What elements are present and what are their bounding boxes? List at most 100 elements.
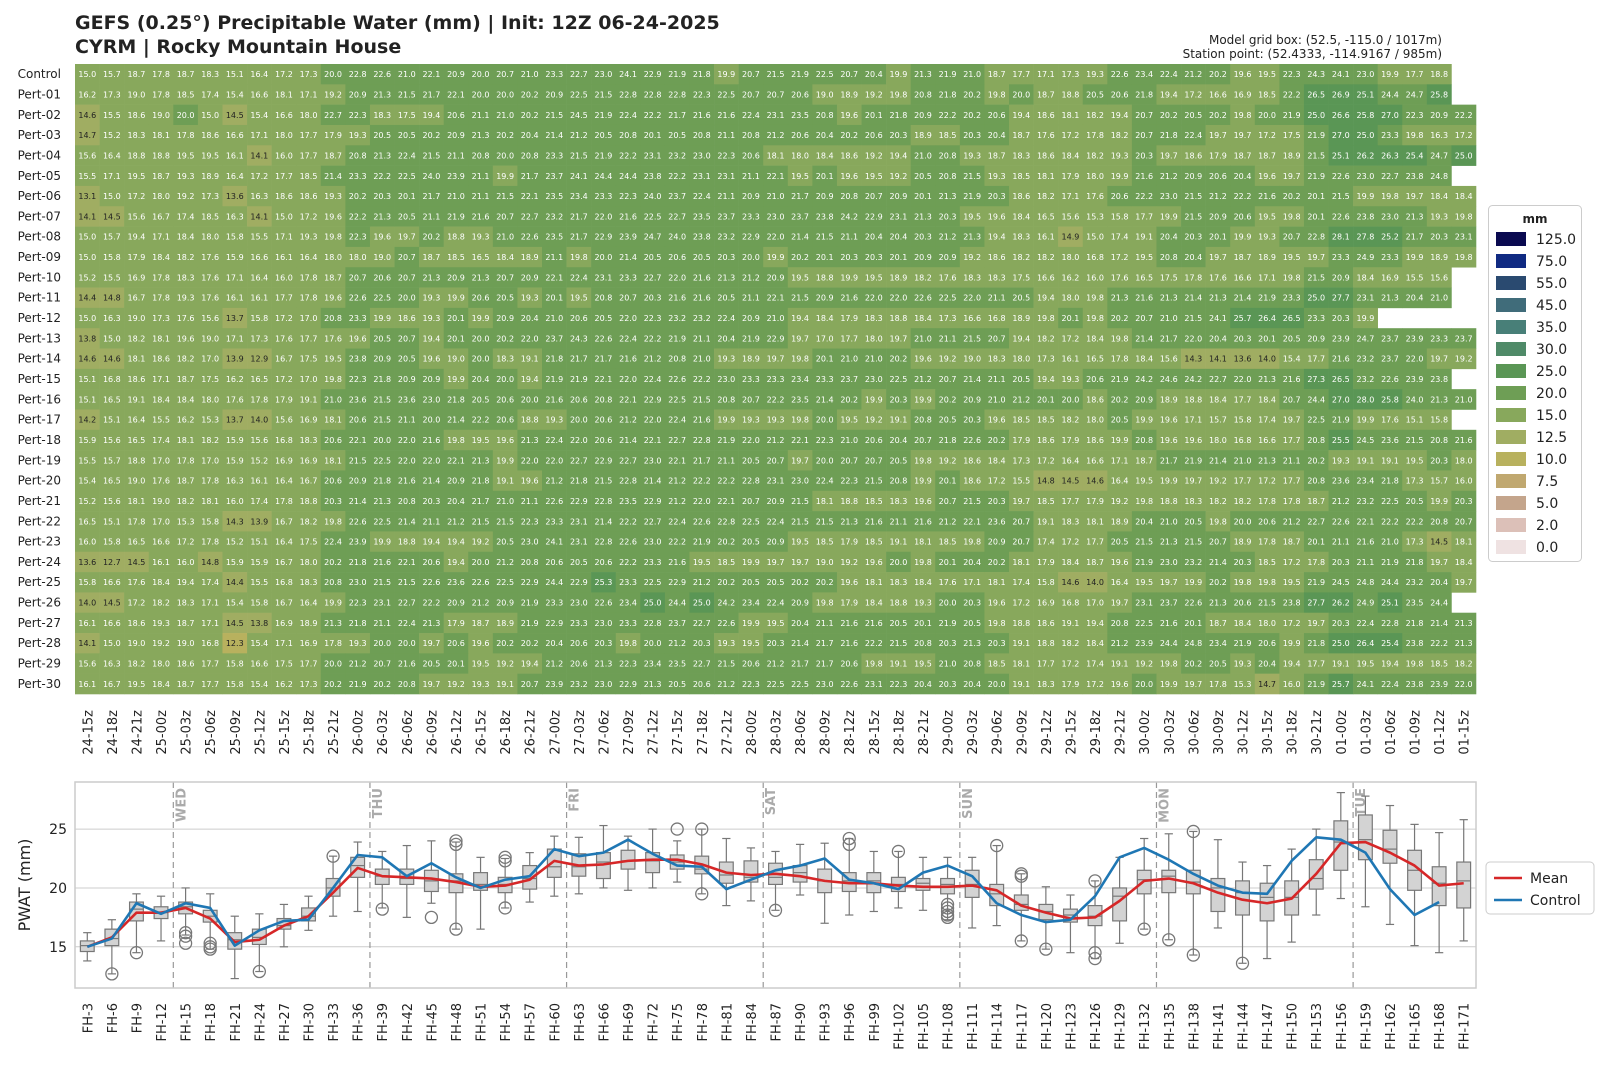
heatmap-cell xyxy=(1451,145,1477,166)
heatmap-cell-value: 18.7 xyxy=(1135,456,1153,465)
heatmap-cell xyxy=(394,64,420,85)
heatmap-cell-value: 21.5 xyxy=(595,477,613,486)
heatmap-cell-value: 20.5 xyxy=(644,253,662,262)
heatmap-cell-value: 17.6 xyxy=(201,294,219,303)
heatmap-cell xyxy=(1377,185,1403,207)
heatmap-cell-value: 20.2 xyxy=(717,578,735,587)
heatmap-cell-value: 18.7 xyxy=(177,619,195,628)
heatmap-cell-value: 23.3 xyxy=(349,314,367,323)
heatmap-cell-value: 16.1 xyxy=(250,477,268,486)
heatmap-cell-value: 23.8 xyxy=(1430,375,1448,384)
heatmap-cell-value: 19.0 xyxy=(152,497,170,506)
heatmap-cell-value: 19.4 xyxy=(1086,619,1104,628)
heatmap-cell-value: 18.9 xyxy=(742,355,760,364)
heatmap-cell-value: 21.0 xyxy=(447,192,465,201)
heatmap-cell xyxy=(886,124,911,146)
heatmap-cell-value: 17.6 xyxy=(177,314,195,323)
heatmap-cell-value: 23.6 xyxy=(988,517,1006,526)
heatmap-cell-value: 20.0 xyxy=(889,558,907,567)
heatmap-cell-value: 20.3 xyxy=(1430,456,1448,465)
heatmap-cell-value: 18.4 xyxy=(1086,334,1104,343)
heatmap-cell-value: 23.1 xyxy=(1356,294,1374,303)
heatmap-cell xyxy=(197,246,223,268)
heatmap-cell-value: 20.2 xyxy=(791,578,809,587)
heatmap-cell xyxy=(1131,145,1157,166)
heatmap-cell-value: 19.6 xyxy=(988,416,1006,425)
heatmap-cell-value: 16.7 xyxy=(128,294,146,303)
heatmap-cell-value: 22.7 xyxy=(324,111,342,120)
heatmap-cell-value: 15.5 xyxy=(1012,477,1030,486)
heatmap-cell-value: 19.9 xyxy=(1430,497,1448,506)
heatmap-cell-value: 18.6 xyxy=(963,456,981,465)
heatmap-cell xyxy=(861,64,887,85)
heatmap-cell-value: 19.3 xyxy=(349,131,367,140)
heatmap-cell-value: 20.6 xyxy=(865,436,883,445)
heatmap-cell-value: 20.5 xyxy=(472,395,490,404)
heatmap-cell-value: 19.4 xyxy=(1012,111,1030,120)
heatmap-cell-value: 27.0 xyxy=(1332,131,1350,140)
heatmap-cell-value: 16.6 xyxy=(103,619,121,628)
heatmap-cell-value: 23.0 xyxy=(521,538,539,547)
heatmap-cell-value: 20.0 xyxy=(1135,680,1153,689)
member-label: Pert-23 xyxy=(18,535,61,549)
heatmap-cell-value: 20.8 xyxy=(939,151,957,160)
heatmap-cell-value: 19.7 xyxy=(1012,497,1030,506)
time-label: 30-15z xyxy=(1261,710,1276,755)
heatmap-cell-value: 18.3 xyxy=(1037,680,1055,689)
heatmap-cell-value: 21.0 xyxy=(1160,314,1178,323)
heatmap-cell-value: 20.9 xyxy=(496,599,514,608)
heatmap-cell-value: 24.4 xyxy=(1160,639,1178,648)
heatmap-cell xyxy=(1328,246,1354,268)
heatmap-cell-value: 21.2 xyxy=(668,639,686,648)
heatmap-cell xyxy=(1377,64,1403,85)
heatmap-cell-value: 20.4 xyxy=(545,639,563,648)
heatmap-cell-value: 18.9 xyxy=(914,131,932,140)
heatmap-cell-value: 21.5 xyxy=(373,416,391,425)
heatmap-cell xyxy=(1279,246,1305,268)
heatmap-cell xyxy=(296,267,322,288)
heatmap-cell-value: 23.0 xyxy=(644,456,662,465)
heatmap-cell-value: 17.3 xyxy=(1012,456,1030,465)
member-label: Pert-13 xyxy=(18,331,61,345)
heatmap-cell-value: 20.0 xyxy=(324,660,342,669)
heatmap-cell-value: 20.0 xyxy=(939,599,957,608)
heatmap-cell-value: 21.3 xyxy=(717,273,735,282)
heatmap-cell-value: 16.9 xyxy=(300,456,318,465)
heatmap-cell-value: 19.0 xyxy=(963,355,981,364)
heatmap-cell-value: 18.4 xyxy=(152,680,170,689)
heatmap-cell-value: 19.3 xyxy=(988,172,1006,181)
heatmap-cell xyxy=(566,226,592,248)
heatmap-cell xyxy=(517,64,543,85)
heatmap-cell xyxy=(714,246,739,268)
colorbar-level: 15.0 xyxy=(1536,408,1567,424)
heatmap-cell-value: 25.4 xyxy=(1406,151,1424,160)
heatmap-cell-value: 20.9 xyxy=(1135,395,1153,404)
heatmap-cell-value: 19.7 xyxy=(1455,578,1473,587)
time-label: 26-12z xyxy=(450,710,465,755)
heatmap-cell-value: 28.0 xyxy=(1356,395,1374,404)
heatmap-cell xyxy=(394,84,420,105)
heatmap-cell-value: 24.4 xyxy=(619,172,637,181)
heatmap-cell-value: 21.6 xyxy=(545,395,563,404)
heatmap-cell-value: 18.3 xyxy=(300,578,318,587)
heatmap-cell xyxy=(148,206,174,227)
heatmap-cell-value: 27.0 xyxy=(1381,111,1399,120)
time-label: 27-12z xyxy=(647,710,662,755)
heatmap-cell-value: 17.6 xyxy=(201,253,219,262)
heatmap-cell-value: 20.0 xyxy=(816,456,834,465)
heatmap-cell-value: 16.5 xyxy=(1037,212,1055,221)
heatmap-cell-value: 20.1 xyxy=(1258,334,1276,343)
heatmap-cell-value: 20.4 xyxy=(889,233,907,242)
heatmap-cell-value: 26.9 xyxy=(1332,90,1350,99)
heatmap-cell-value: 19.3 xyxy=(717,639,735,648)
heatmap-cell-value: 21.5 xyxy=(1406,436,1424,445)
heatmap-cell-value: 22.6 xyxy=(840,680,858,689)
fh-label: FH-51 xyxy=(475,1003,490,1042)
heatmap-cell-value: 21.0 xyxy=(496,111,514,120)
heatmap-cell-value: 20.7 xyxy=(496,212,514,221)
box xyxy=(1431,866,1447,907)
heatmap-cell-value: 24.3 xyxy=(570,334,588,343)
heatmap-cell-value: 22.0 xyxy=(1234,375,1252,384)
heatmap-cell-value: 22.0 xyxy=(767,233,785,242)
heatmap-cell xyxy=(566,145,592,166)
